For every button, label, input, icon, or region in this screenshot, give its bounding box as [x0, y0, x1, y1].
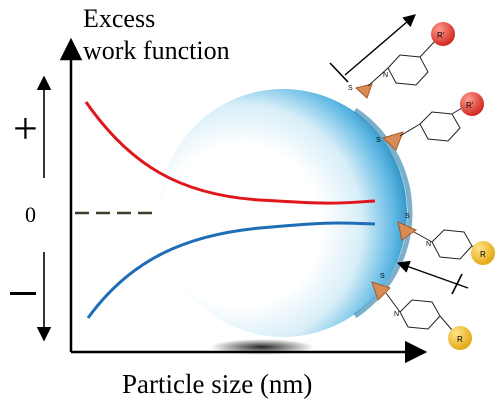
zero-label: 0: [25, 202, 36, 227]
ligand-r-label: R: [457, 335, 463, 344]
ligand-chain: [385, 292, 401, 313]
y-axis-title-line1: Excess: [83, 4, 155, 33]
ligand-r-label: R: [480, 250, 486, 259]
ligand-link: [419, 39, 437, 58]
anchor-triangle: [397, 221, 418, 241]
approach-arrow-upper: [344, 14, 416, 76]
ligand-upper-1: R' N S: [348, 22, 455, 99]
yellow-substituent-ball: [471, 241, 495, 265]
sulfur-label: S: [405, 213, 410, 220]
red-substituent-ball: [460, 92, 484, 116]
sulfur-label: S: [376, 137, 381, 144]
anchor-triangle: [382, 131, 404, 151]
red-substituent-ball: [431, 22, 455, 46]
ligand-r-prime-label: R': [437, 31, 445, 40]
anchor-triangle: [354, 83, 373, 99]
minus-sign: [10, 292, 36, 295]
ligand-r-prime-label: R': [466, 101, 474, 110]
piperidine-ring: [419, 111, 461, 142]
ligand-chain: [413, 231, 433, 243]
approach-tick-lower: [451, 273, 463, 295]
particle-shadow: [210, 339, 314, 355]
ligand-upper-2: R' S: [376, 92, 484, 151]
red-curve: [84, 101, 376, 205]
yellow-substituent-ball: [448, 326, 472, 350]
ligand-lower-2: R N S: [371, 273, 472, 350]
piperidine-ring: [431, 229, 473, 260]
nitrogen-label: N: [394, 311, 399, 318]
ligand-link: [439, 315, 453, 331]
anchor-triangle: [371, 281, 391, 301]
approach-tick-upper: [329, 62, 349, 83]
piperidine-ring: [387, 54, 429, 86]
nitrogen-label: N: [426, 241, 431, 248]
ligand-lower-1: R N S: [397, 213, 495, 265]
plus-sign: +: [13, 104, 38, 153]
nanoparticle-sphere: [159, 89, 407, 337]
ligand-chain: [367, 67, 389, 87]
sulfur-label: S: [348, 85, 353, 92]
ligand-chain: [399, 123, 421, 137]
y-axis-title-line2: work function: [83, 36, 230, 65]
nitrogen-label: N: [383, 72, 388, 79]
sulfur-label: S: [380, 273, 385, 280]
x-axis-title: Particle size (nm): [122, 369, 312, 399]
piperidine-ring: [399, 299, 441, 330]
blue-curve: [86, 221, 376, 319]
